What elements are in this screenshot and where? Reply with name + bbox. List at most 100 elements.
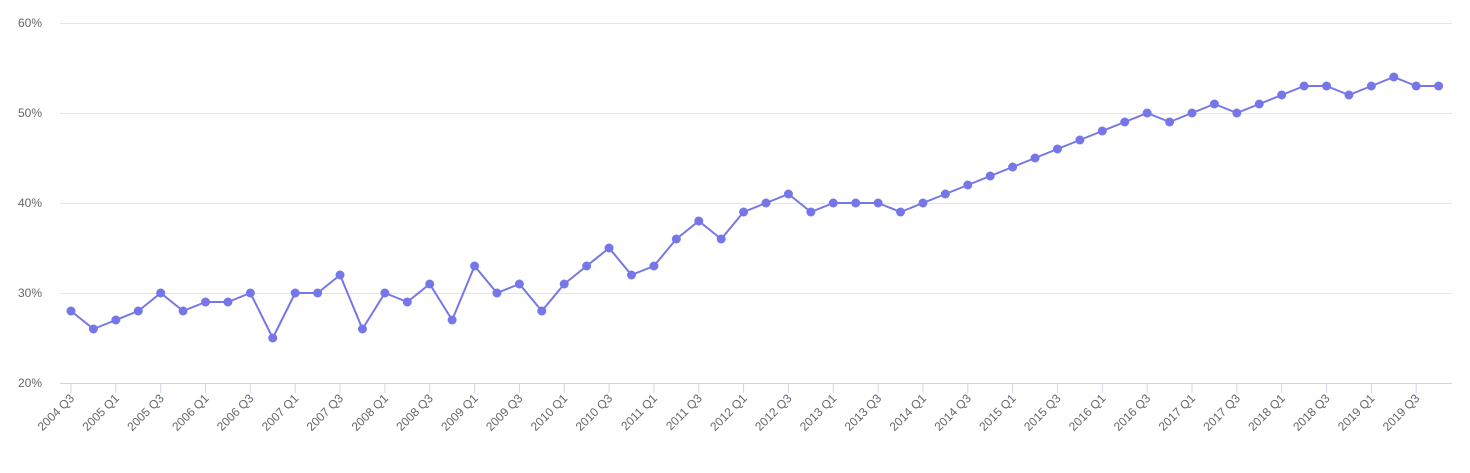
data-point[interactable] (1187, 108, 1197, 118)
data-point[interactable] (492, 288, 502, 298)
data-point[interactable] (290, 288, 300, 298)
data-point[interactable] (873, 198, 883, 208)
data-point[interactable] (627, 270, 636, 280)
grid-lines (60, 23, 1452, 294)
x-tick-label: 2010 Q1 (528, 391, 571, 434)
data-point[interactable] (66, 306, 76, 316)
x-tick-label: 2018 Q3 (1290, 391, 1333, 434)
data-point[interactable] (1389, 72, 1399, 82)
data-point[interactable] (716, 234, 726, 244)
data-point[interactable] (1030, 153, 1040, 163)
x-tick-label: 2011 Q3 (663, 391, 705, 433)
x-tick-label: 2019 Q3 (1380, 391, 1423, 434)
data-point[interactable] (514, 279, 524, 289)
data-point[interactable] (985, 171, 995, 181)
data-point[interactable] (470, 261, 480, 271)
data-point[interactable] (133, 306, 143, 316)
data-point[interactable] (559, 279, 569, 289)
data-point[interactable] (1209, 99, 1219, 109)
x-tick-label: 2018 Q1 (1245, 391, 1288, 434)
data-point[interactable] (963, 180, 973, 190)
data-point[interactable] (1322, 81, 1332, 91)
x-tick-label: 2008 Q3 (393, 391, 436, 434)
data-point[interactable] (156, 288, 166, 298)
data-point[interactable] (806, 207, 816, 217)
x-tick-label: 2012 Q3 (752, 391, 795, 434)
data-point[interactable] (918, 198, 928, 208)
data-point[interactable] (1008, 162, 1018, 172)
data-point[interactable] (1075, 135, 1085, 145)
data-point[interactable] (380, 288, 390, 298)
x-tick-label: 2009 Q3 (483, 391, 526, 434)
data-point[interactable] (851, 198, 861, 208)
data-point[interactable] (828, 198, 838, 208)
x-tick-label: 2004 Q3 (35, 391, 78, 434)
data-point[interactable] (1411, 81, 1421, 91)
data-point[interactable] (604, 243, 614, 253)
x-tick-label: 2007 Q3 (304, 391, 347, 434)
x-tick-label: 2011 Q1 (618, 391, 660, 433)
data-point[interactable] (1299, 81, 1309, 91)
x-tick-label: 2019 Q1 (1335, 391, 1378, 434)
y-tick-label: 60% (18, 16, 42, 30)
x-tick-label: 2010 Q3 (573, 391, 616, 434)
data-point[interactable] (245, 288, 255, 298)
series-group (66, 72, 1444, 343)
x-tick-label: 2007 Q1 (259, 391, 302, 434)
x-tick-label: 2013 Q1 (797, 391, 840, 434)
data-point[interactable] (402, 297, 412, 307)
data-point[interactable] (1097, 126, 1107, 136)
data-point[interactable] (783, 189, 793, 199)
x-tick-label: 2014 Q3 (931, 391, 974, 434)
data-point[interactable] (88, 324, 98, 334)
x-tick-label: 2015 Q1 (976, 391, 1019, 434)
data-point[interactable] (1052, 144, 1062, 154)
data-point[interactable] (201, 297, 211, 307)
x-axis-ticks (70, 383, 1417, 393)
data-point[interactable] (896, 207, 906, 217)
data-point[interactable] (1366, 81, 1376, 91)
x-tick-label: 2016 Q3 (1111, 391, 1154, 434)
y-tick-label: 40% (18, 196, 42, 210)
y-tick-label: 20% (18, 376, 42, 390)
data-point[interactable] (940, 189, 950, 199)
x-tick-label: 2017 Q1 (1156, 391, 1199, 434)
data-point[interactable] (357, 324, 367, 334)
data-point[interactable] (1254, 99, 1264, 109)
data-point[interactable] (1142, 108, 1152, 118)
y-tick-label: 30% (18, 286, 42, 300)
x-tick-label: 2005 Q1 (80, 391, 123, 434)
y-axis-labels: 20% 30% 40% 50% 60% (18, 16, 42, 390)
data-point[interactable] (1120, 117, 1130, 127)
x-tick-label: 2005 Q3 (124, 391, 167, 434)
x-tick-label: 2014 Q1 (887, 391, 930, 434)
data-point[interactable] (694, 216, 704, 226)
x-tick-label: 2015 Q3 (1021, 391, 1064, 434)
data-point[interactable] (223, 297, 233, 307)
x-tick-label: 2012 Q1 (707, 391, 750, 434)
data-point[interactable] (425, 279, 435, 289)
data-point[interactable] (671, 234, 681, 244)
x-axis-labels: 2004 Q3 2005 Q1 2005 Q3 2006 Q1 2006 Q3 2007 … (35, 391, 1423, 434)
data-point[interactable] (739, 207, 749, 217)
data-point[interactable] (268, 333, 278, 343)
x-tick-label: 2013 Q3 (842, 391, 885, 434)
data-point[interactable] (1344, 90, 1354, 100)
data-point[interactable] (1434, 81, 1444, 91)
data-point[interactable] (1165, 117, 1175, 127)
data-point[interactable] (582, 261, 592, 271)
data-point[interactable] (178, 306, 188, 316)
data-point[interactable] (447, 315, 457, 325)
x-tick-label: 2009 Q1 (438, 391, 481, 434)
data-point[interactable] (111, 315, 121, 325)
data-point[interactable] (335, 270, 345, 280)
data-point[interactable] (537, 306, 547, 316)
x-tick-label: 2006 Q3 (214, 391, 257, 434)
data-point[interactable] (649, 261, 659, 271)
x-tick-label: 2016 Q1 (1066, 391, 1109, 434)
data-point[interactable] (1277, 90, 1287, 100)
data-point[interactable] (313, 288, 323, 298)
data-point[interactable] (1232, 108, 1242, 118)
series-line (70, 76, 1439, 339)
data-point[interactable] (761, 198, 771, 208)
